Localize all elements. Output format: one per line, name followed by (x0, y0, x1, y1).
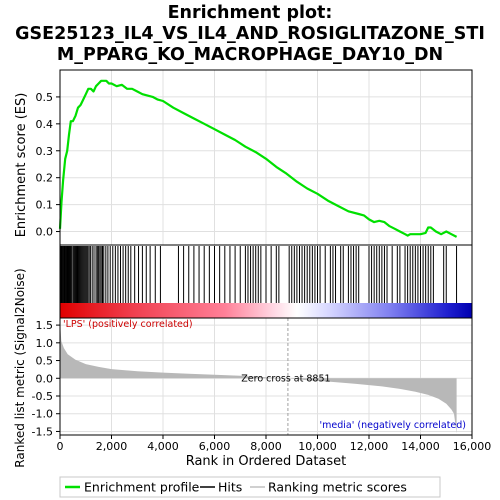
rank-y-tick-label: 0.5 (36, 355, 54, 368)
rank-area-group (60, 321, 457, 434)
es-y-axis-label: Enrichment score (ES) (14, 93, 29, 238)
legend: Enrichment profile Hits Ranking metric s… (59, 476, 441, 498)
rank-y-ticks: -1.5 -1.0 -0.5 0.0 0.5 1.0 1.5 (32, 319, 60, 438)
rank-y-tick-label: 0.0 (36, 372, 54, 385)
legend-label-ranking: Ranking metric scores (268, 480, 407, 495)
ranking-metric-panel: -1.5 -1.0 -0.5 0.0 0.5 1.0 1.5 Zero cross at 8… (13, 268, 473, 468)
es-y-tick-label: 0.0 (36, 226, 54, 239)
x-tick-label: 8,000 (250, 440, 282, 453)
es-gridlines (60, 70, 472, 245)
positive-correlation-label: 'LPS' (positively correlated) (63, 319, 193, 330)
rank-y-tick-label: 1.0 (36, 337, 54, 350)
chart-title: Enrichment plot: GSE25123_IL4_VS_IL4_AND… (15, 3, 485, 65)
hit-marks (59, 246, 458, 303)
x-tick-label: 12,000 (350, 440, 389, 453)
x-tick-label: 16,000 (453, 440, 492, 453)
enrichment-profile-line (58, 79, 458, 238)
es-y-tick-label: 0.2 (36, 172, 54, 185)
x-tick-label: 6,000 (199, 440, 231, 453)
x-tick-label: 10,000 (298, 440, 337, 453)
ranking-metric-area (60, 321, 457, 434)
es-y-tick-label: 0.4 (36, 118, 54, 131)
rank-y-tick-label: -1.5 (32, 425, 53, 438)
rank-color-bar (60, 303, 472, 318)
es-y-tick-label: 0.1 (36, 199, 54, 212)
rank-y-axis-label: Ranked list metric (Signal2Noise) (13, 268, 27, 467)
es-y-tick-label: 0.5 (36, 91, 54, 104)
zero-cross-label: Zero cross at 8851 (241, 373, 330, 384)
legend-label-hits: Hits (218, 480, 242, 495)
enrichment-score-panel: 0.0 0.1 0.2 0.3 0.4 0.5 Enrichment score (ES) (14, 69, 473, 246)
x-axis-label: Rank in Ordered Dataset (186, 454, 347, 469)
title-line-3: M_PPARG_KO_MACROPHAGE_DAY10_DN (57, 45, 443, 65)
title-line-1: Enrichment plot: (168, 3, 333, 23)
es-y-ticks: 0.0 0.1 0.2 0.3 0.4 0.5 (36, 91, 60, 239)
x-tick-label: 14,000 (401, 440, 440, 453)
rank-y-tick-label: -1.0 (32, 408, 53, 421)
es-y-tick-label: 0.3 (36, 145, 54, 158)
x-tick-label: 2,000 (96, 440, 128, 453)
legend-label-profile: Enrichment profile (84, 480, 200, 495)
x-axis: 0 2,000 4,000 6,000 8,000 10,000 12,000 14,000 1… (57, 435, 492, 469)
es-line-group (58, 79, 458, 238)
rank-y-tick-label: 1.5 (36, 319, 54, 332)
title-line-2: GSE25123_IL4_VS_IL4_AND_ROSIGLITAZONE_ST… (15, 24, 485, 44)
rank-y-tick-label: -0.5 (32, 390, 53, 403)
x-tick-label: 4,000 (147, 440, 179, 453)
x-ticks: 0 2,000 4,000 6,000 8,000 10,000 12,000 14,000 1… (57, 435, 492, 453)
x-tick-label: 0 (57, 440, 64, 453)
negative-correlation-label: 'media' (negatively correlated) (320, 420, 466, 431)
hits-panel (59, 244, 473, 319)
